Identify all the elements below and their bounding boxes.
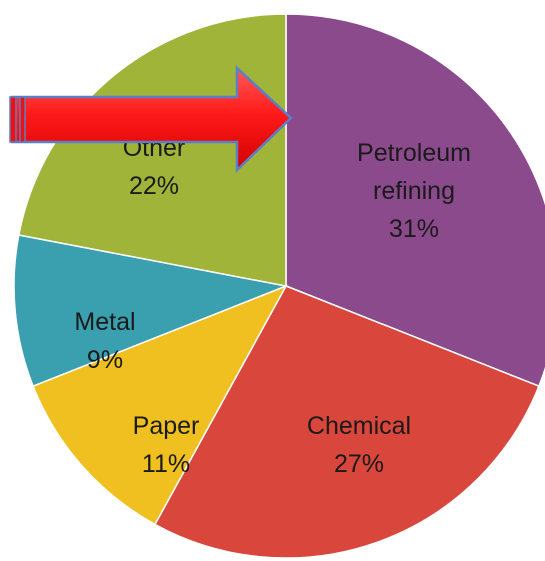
slice-labels-layer: Petroleum refining 31% Chemical 27% Paper 11% M… (74, 134, 471, 478)
pie-slice-paper (32, 284, 288, 526)
slice-name-label: Metal (74, 308, 135, 336)
slice-name-label: Paper (133, 412, 200, 440)
slice-name-label: refining (373, 177, 455, 205)
slice-label-petroleum-refining: Petroleum refining 31% (357, 139, 471, 243)
slice-label-chemical: Chemical 27% (307, 412, 411, 478)
annotation-arrow (9, 65, 293, 173)
slice-percent-label: 27% (334, 450, 384, 478)
arrow-body (10, 65, 293, 173)
slice-percent-label: 22% (129, 172, 179, 200)
slice-label-metal: Metal 9% (74, 308, 135, 374)
slice-name-label: Chemical (307, 412, 411, 440)
slice-percent-label: 31% (389, 215, 439, 243)
slices-layer (13, 13, 545, 559)
pie-slice-metal (13, 234, 289, 388)
slice-percent-label: 9% (87, 346, 123, 374)
arrow-tail-stripe (9, 96, 17, 143)
pie-slice-other (17, 13, 287, 287)
slice-percent-label: 11% (142, 450, 190, 478)
arrow-tail-stripe (19, 96, 26, 143)
pie-slice-chemical (153, 285, 540, 559)
slice-name-label: Petroleum (357, 139, 471, 167)
pie-slice-petroleum-refining (285, 13, 545, 388)
slice-label-paper: Paper 11% (133, 412, 200, 478)
